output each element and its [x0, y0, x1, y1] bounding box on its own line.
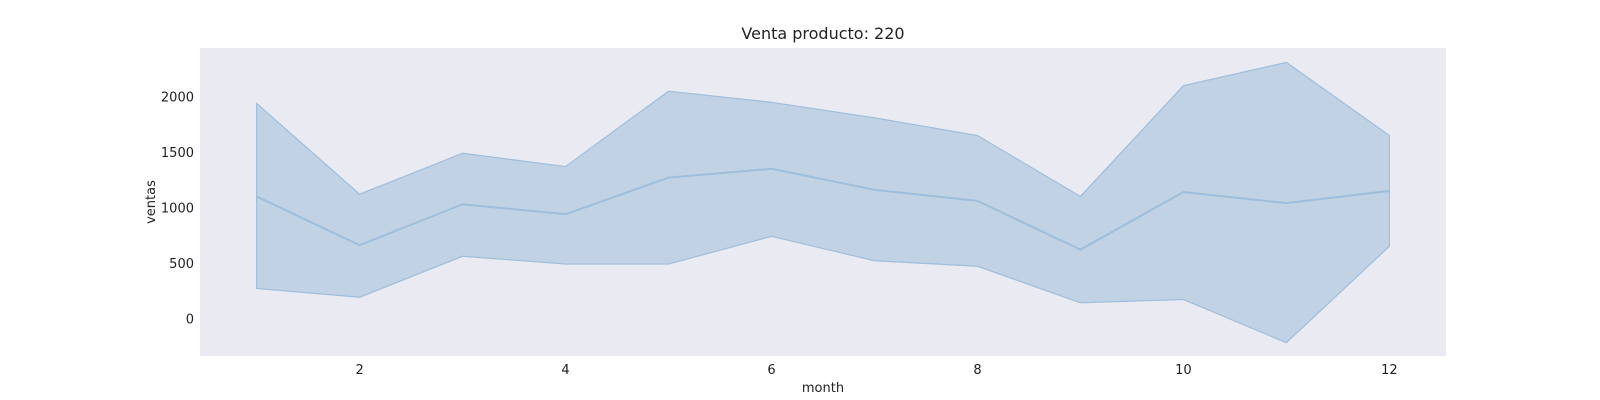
y-tick-label: 1500 — [161, 146, 194, 161]
confidence-band — [256, 61, 1390, 344]
y-tick-label: 1000 — [161, 202, 194, 217]
x-tick-label: 2 — [355, 363, 363, 378]
x-tick-label: 8 — [973, 363, 981, 378]
y-axis-label: ventas — [144, 180, 159, 224]
y-tick-label: 0 — [186, 312, 194, 327]
series-line-layer — [256, 167, 1390, 251]
chart-title: Venta producto: 220 — [741, 24, 904, 43]
y-tick-labels: 0 500 1000 1500 2000 — [161, 91, 194, 328]
y-tick-label: 2000 — [161, 91, 194, 106]
x-tick-label: 12 — [1381, 363, 1398, 378]
x-tick-label: 10 — [1175, 363, 1192, 378]
series-line — [256, 167, 1390, 251]
x-axis-label: month — [802, 381, 844, 396]
x-tick-label: 4 — [561, 363, 569, 378]
y-tick-label: 500 — [169, 257, 194, 272]
confidence-band-layer — [256, 61, 1390, 344]
x-tick-labels: 2 4 6 8 10 12 — [355, 363, 1397, 378]
x-tick-label: 6 — [767, 363, 775, 378]
